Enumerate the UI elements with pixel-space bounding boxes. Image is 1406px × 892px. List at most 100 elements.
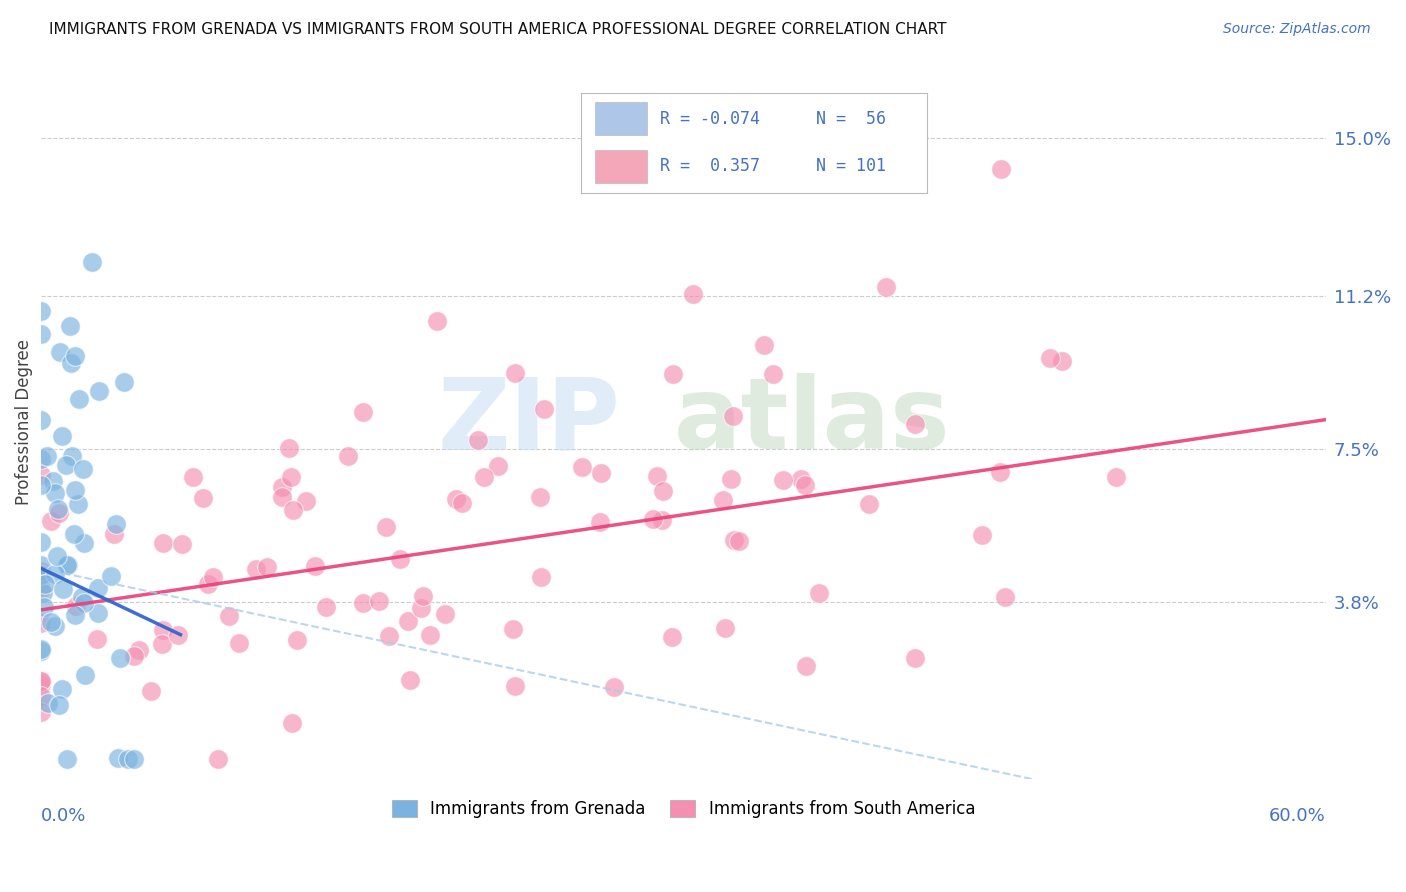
Point: [446, 492, 468, 507]
Point: [59, 356, 82, 370]
Point: [643, 512, 665, 526]
Point: [70, 590, 93, 604]
Point: [399, 673, 422, 687]
Text: 0.0%: 0.0%: [41, 806, 87, 824]
Point: [30, 673, 52, 688]
Point: [245, 562, 267, 576]
Point: [875, 279, 897, 293]
Point: [396, 614, 419, 628]
Point: [994, 591, 1017, 605]
Point: [86, 632, 108, 646]
Point: [108, 651, 131, 665]
Point: [714, 621, 737, 635]
Point: [30, 452, 52, 467]
Point: [124, 752, 146, 766]
Point: [419, 628, 441, 642]
Point: [285, 632, 308, 647]
Point: [30, 478, 52, 492]
Point: [433, 607, 456, 621]
Point: [30, 413, 52, 427]
Point: [794, 659, 817, 673]
Text: 60.0%: 60.0%: [1268, 806, 1326, 824]
Point: [218, 609, 240, 624]
Point: [502, 622, 524, 636]
Point: [30, 582, 52, 596]
Point: [661, 630, 683, 644]
Point: [139, 684, 162, 698]
Point: [368, 593, 391, 607]
Point: [503, 366, 526, 380]
Point: [723, 533, 745, 547]
Point: [412, 589, 434, 603]
Point: [67, 392, 90, 406]
Point: [720, 472, 742, 486]
Point: [191, 491, 214, 505]
Point: [486, 459, 509, 474]
Point: [529, 490, 551, 504]
Point: [82, 255, 104, 269]
Point: [30, 644, 52, 658]
Point: [30, 534, 52, 549]
Point: [277, 442, 299, 456]
Point: [150, 637, 173, 651]
Point: [589, 515, 612, 529]
Point: [752, 338, 775, 352]
Point: [378, 629, 401, 643]
Point: [352, 405, 374, 419]
Point: [682, 287, 704, 301]
Point: [44, 619, 66, 633]
Point: [105, 517, 128, 532]
Point: [73, 596, 96, 610]
Point: [474, 469, 496, 483]
Point: [48, 506, 70, 520]
Point: [256, 560, 278, 574]
Point: [1105, 470, 1128, 484]
Point: [728, 533, 751, 548]
Point: [772, 473, 794, 487]
Point: [207, 752, 229, 766]
Point: [281, 716, 304, 731]
Point: [63, 526, 86, 541]
Point: [112, 376, 135, 390]
Point: [152, 535, 174, 549]
Point: [52, 582, 75, 596]
Point: [30, 558, 52, 573]
Point: [503, 679, 526, 693]
Point: [533, 401, 555, 416]
Point: [30, 690, 52, 704]
Legend: Immigrants from Grenada, Immigrants from South America: Immigrants from Grenada, Immigrants from…: [385, 793, 981, 825]
Point: [30, 303, 52, 318]
Point: [280, 470, 302, 484]
Point: [30, 326, 52, 341]
Point: [72, 462, 94, 476]
Point: [411, 601, 433, 615]
Point: [37, 449, 59, 463]
Point: [904, 651, 927, 665]
Point: [1039, 351, 1062, 365]
Point: [652, 483, 675, 498]
Point: [56, 558, 79, 573]
Point: [73, 668, 96, 682]
Point: [87, 581, 110, 595]
Point: [60, 450, 83, 464]
Point: [39, 615, 62, 629]
Point: [571, 460, 593, 475]
Point: [46, 549, 69, 563]
Point: [904, 417, 927, 431]
Point: [467, 433, 489, 447]
Point: [30, 564, 52, 578]
Point: [295, 494, 318, 508]
Point: [181, 469, 204, 483]
Point: [30, 673, 52, 688]
Point: [352, 596, 374, 610]
Text: IMMIGRANTS FROM GRENADA VS IMMIGRANTS FROM SOUTH AMERICA PROFESSIONAL DEGREE COR: IMMIGRANTS FROM GRENADA VS IMMIGRANTS FR…: [49, 22, 946, 37]
Point: [128, 643, 150, 657]
Point: [645, 468, 668, 483]
Point: [51, 428, 73, 442]
Point: [30, 616, 52, 631]
Point: [56, 558, 79, 572]
Point: [56, 752, 79, 766]
Point: [304, 559, 326, 574]
Point: [44, 486, 66, 500]
Point: [63, 607, 86, 622]
